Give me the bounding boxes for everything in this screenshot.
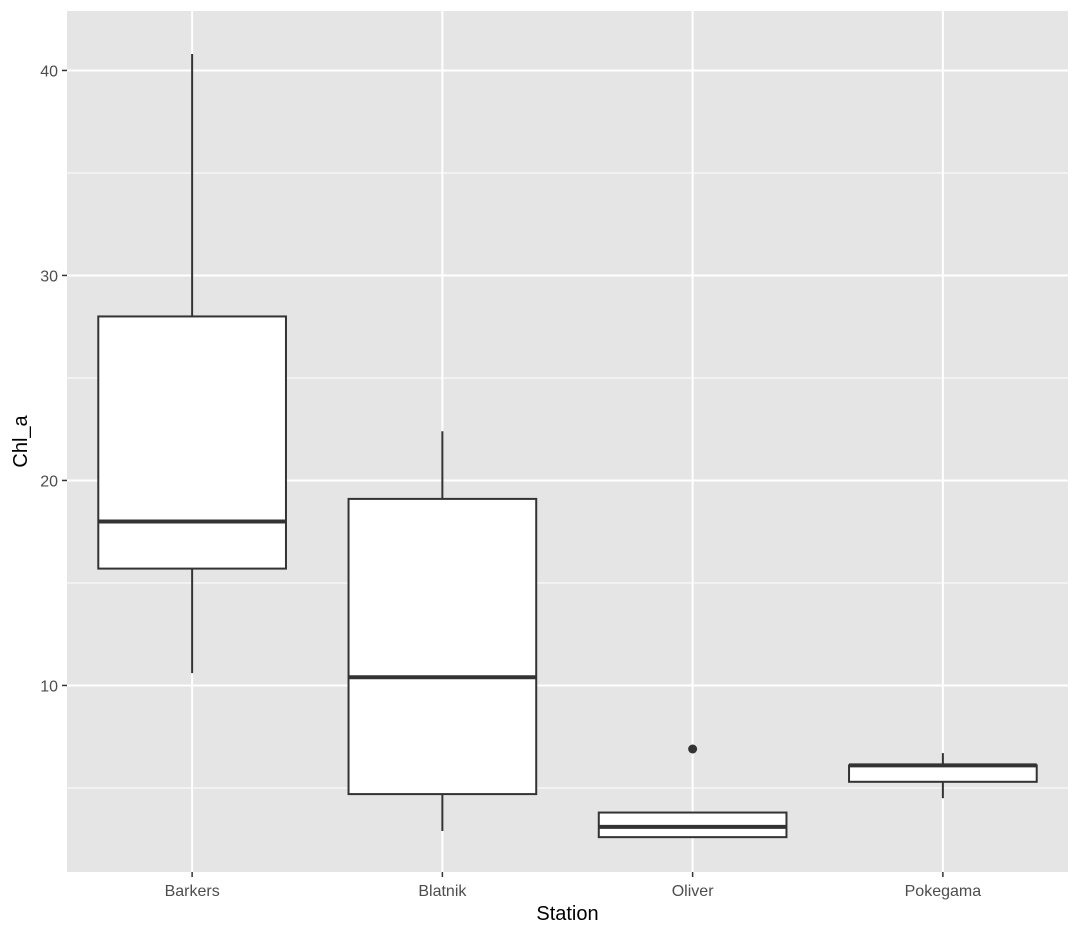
box-barkers	[97, 54, 287, 674]
y-axis: 10 20 30 40	[40, 63, 67, 695]
y-tick-label: 30	[40, 268, 58, 285]
x-axis: Barkers Blatnik Oliver Pokegama	[165, 872, 982, 900]
x-axis-title: Station	[536, 903, 598, 925]
box-iqr	[848, 764, 1038, 783]
x-tick-label: Pokegama	[905, 883, 982, 900]
box-blatnik	[347, 431, 538, 831]
x-tick-label: Barkers	[165, 883, 220, 900]
box-series	[97, 54, 1038, 839]
box-pokegama	[848, 753, 1038, 799]
y-tick-label: 20	[40, 473, 58, 490]
box-iqr	[347, 497, 538, 796]
y-axis-title: Chl_a	[10, 415, 32, 468]
y-tick-label: 10	[40, 678, 58, 695]
box-iqr	[597, 811, 788, 839]
box-oliver	[597, 744, 788, 839]
y-tick-label: 40	[40, 63, 58, 80]
x-tick-label: Blatnik	[418, 883, 467, 900]
outlier-point	[688, 744, 698, 754]
x-tick-label: Oliver	[672, 883, 714, 900]
box-iqr	[97, 315, 287, 570]
